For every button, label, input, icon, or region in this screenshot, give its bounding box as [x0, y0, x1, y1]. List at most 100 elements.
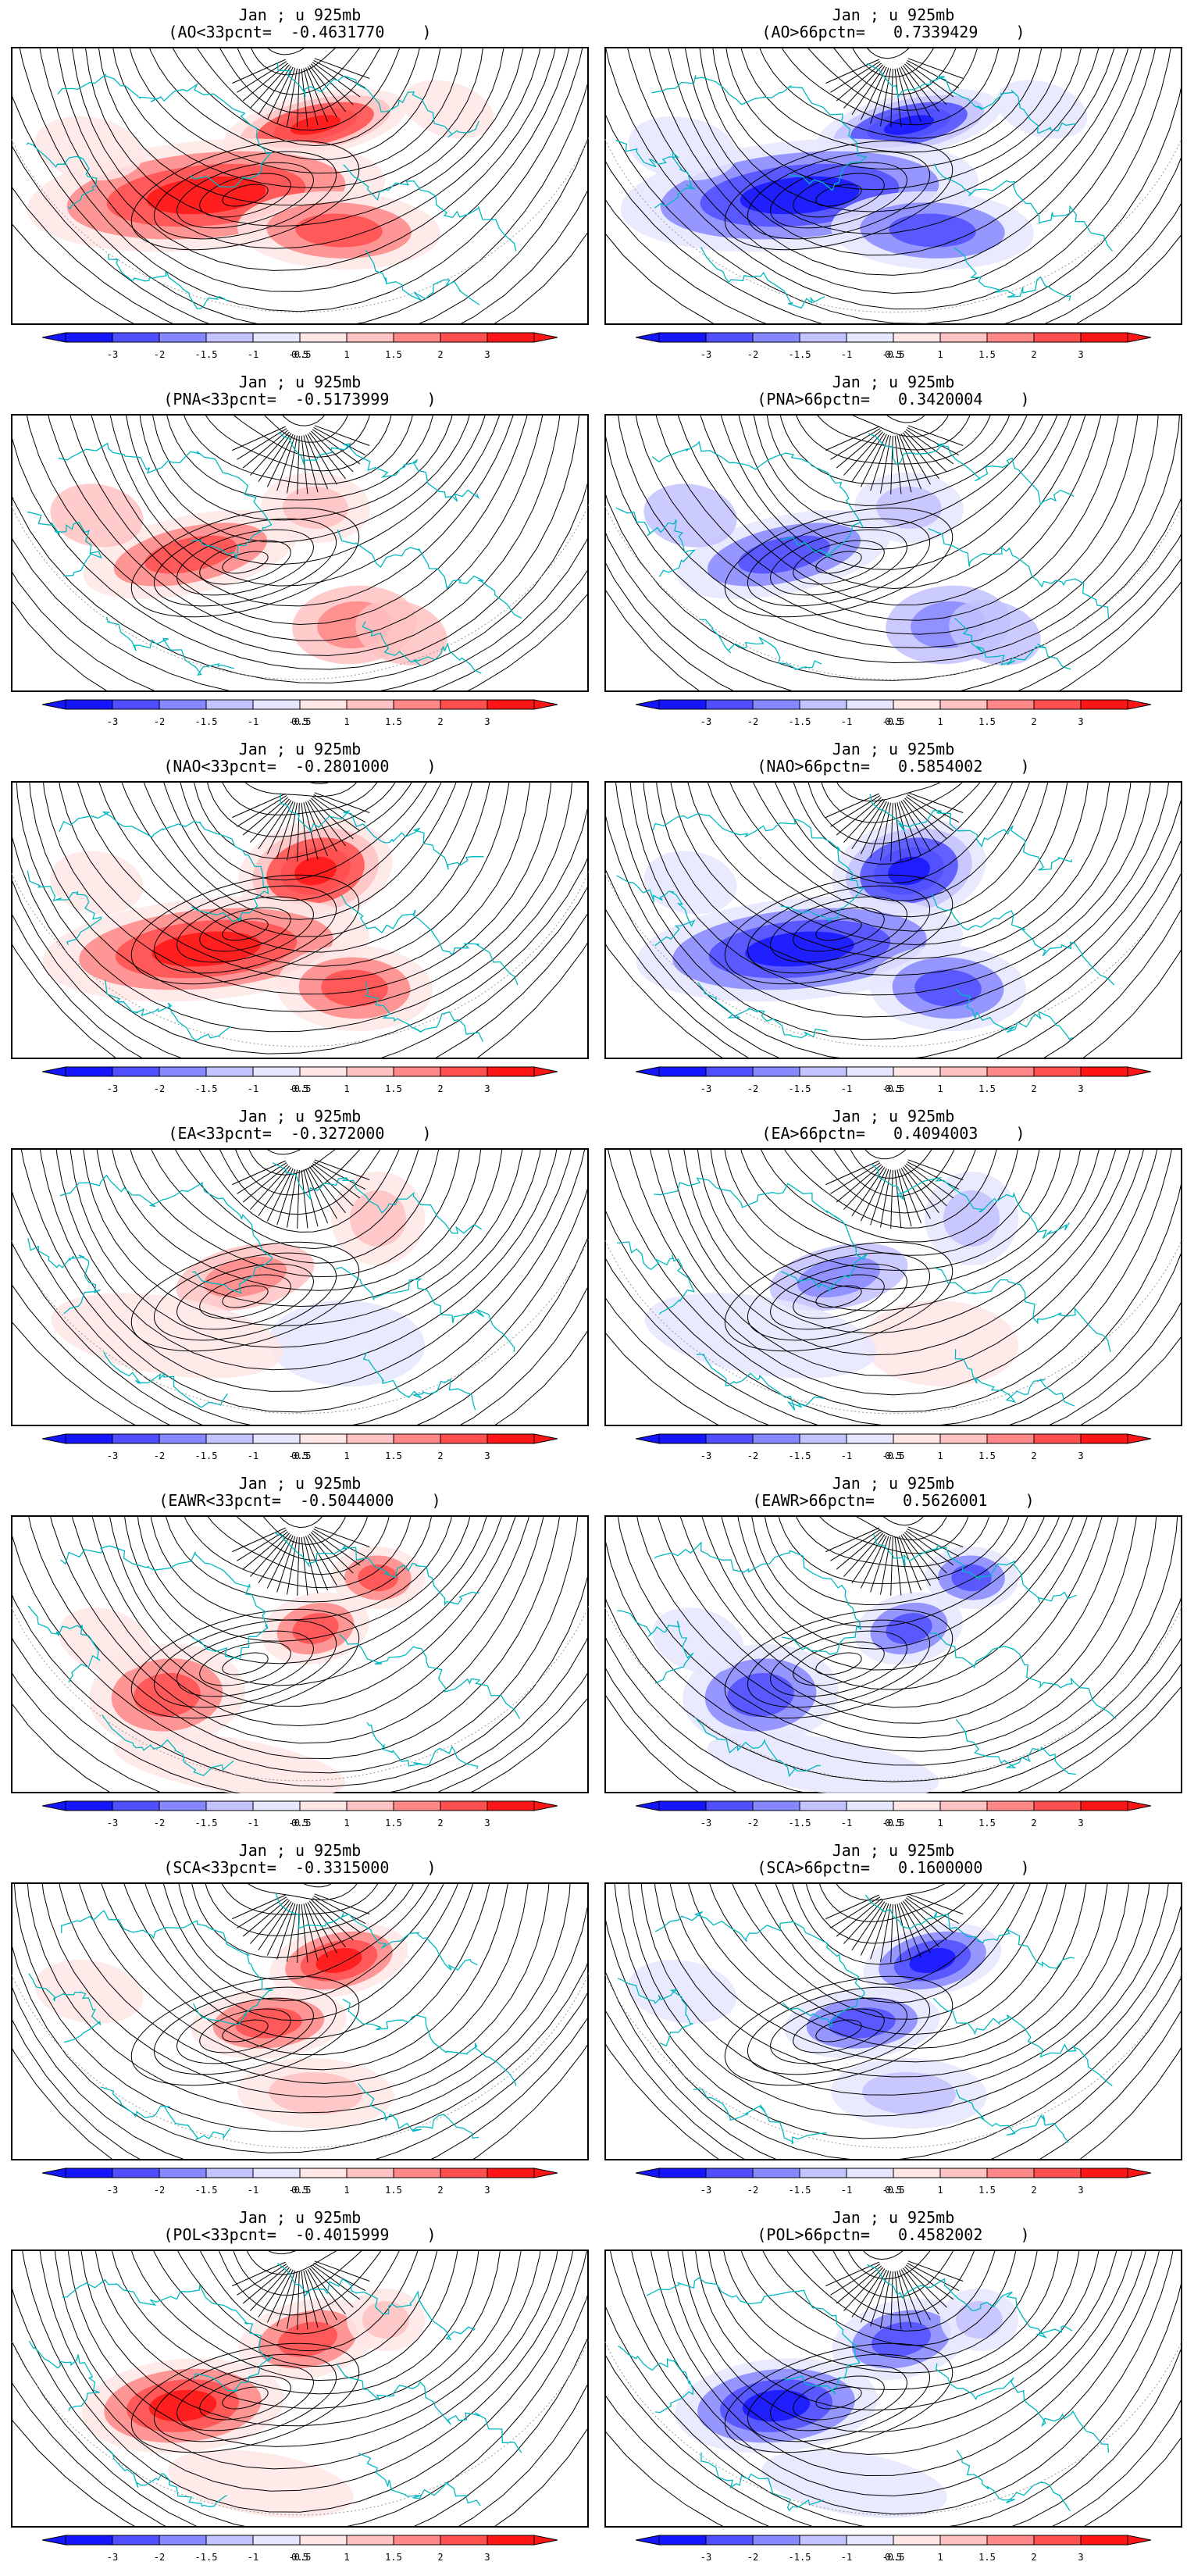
colorbar-swatch: [159, 1433, 207, 1444]
coastline: [363, 1351, 476, 1411]
colorbar: -3 -2 -1.5 -1 -0.50.5 1 1.5 2 3: [636, 1066, 1151, 1094]
streamline: [754, 1882, 1032, 2003]
streamline: [793, 173, 885, 218]
streamline: [219, 47, 381, 114]
streamline: [153, 518, 337, 607]
colorbar-arrow-low: [636, 699, 660, 710]
colorbar-arrow-high: [1127, 1800, 1151, 1811]
colorbar-tick-label: -2: [154, 349, 165, 360]
coastline: [272, 1162, 483, 1234]
colorbar-swatch: [205, 1800, 254, 1811]
colorbar-tick-label: 1.5: [385, 1083, 402, 1094]
colorbar-swatch: [846, 2535, 894, 2546]
colorbar-swatch: [658, 1433, 707, 1444]
colorbar: -3 -2 -1.5 -1 -0.50.5 1 1.5 2 3: [636, 1800, 1151, 1829]
colorbar-swatch: [112, 1800, 160, 1811]
streamline: [166, 414, 434, 501]
streamline: [694, 2250, 1100, 2411]
colorbar-tick-label: 3: [484, 1450, 490, 1461]
coastlines: [26, 62, 517, 309]
coastline: [651, 75, 868, 191]
streamline: [604, 47, 1171, 310]
streamline: [276, 2270, 296, 2327]
streamline: [242, 1531, 289, 1570]
streamline: [604, 1913, 1182, 2160]
streamline: [900, 1902, 931, 1953]
map-boundary: [604, 1971, 1182, 2149]
streamline: [760, 1148, 1019, 1243]
colorbar-swatch: [658, 332, 707, 343]
panel-title-line2: (EAWR>66pctn= 0.5626001 ): [752, 1491, 1035, 1510]
colorbar-tick-label: 1.5: [978, 349, 996, 360]
coastline: [956, 2449, 1071, 2512]
panel-title-line1: Jan ; u 925mb: [238, 2208, 362, 2227]
colorbar-tick-label: -1.5: [789, 2552, 811, 2563]
streamline: [16, 781, 589, 1033]
coastline: [59, 1174, 273, 1294]
colorbar-swatch: [893, 1433, 941, 1444]
colorbar-swatch: [658, 2167, 707, 2178]
streamline: [849, 1148, 933, 1179]
colorbar-swatch: [893, 2167, 941, 2178]
streamline: [232, 793, 286, 819]
streamline: [297, 1536, 300, 1596]
colorbar-tick-label: 1: [937, 2185, 943, 2196]
coastline: [654, 1541, 862, 1655]
coastline: [869, 794, 1072, 871]
colorbar-tick-label: 1.5: [978, 1818, 996, 1829]
coastline: [106, 616, 235, 676]
colorbar: -3 -2 -1.5 -1 -0.50.5 1 1.5 2 3: [636, 2535, 1151, 2563]
streamline: [278, 1515, 324, 1529]
panel-title-line2: (SCA<33pcnt= -0.3315000 ): [163, 1858, 437, 1877]
colorbar-tick-label: -3: [700, 349, 711, 360]
streamline: [237, 61, 287, 93]
streamline: [847, 2250, 932, 2280]
streamline: [111, 2250, 479, 2395]
streamline: [894, 1169, 902, 1229]
streamline: [234, 1515, 369, 1561]
anomaly-contour: [362, 2300, 409, 2339]
coastlines: [615, 433, 1110, 671]
streamline: [19, 47, 583, 312]
streamline: [832, 1148, 956, 1197]
streamline: [617, 414, 1159, 648]
colorbar-tick-label: -0.5: [289, 1083, 312, 1094]
streamline: [770, 896, 907, 963]
colorbar-tick-label: -1.5: [789, 349, 811, 360]
streamline: [305, 434, 329, 490]
coastlines: [616, 794, 1115, 1040]
colorbar-swatch: [393, 699, 441, 710]
colorbar-swatch: [205, 2535, 254, 2546]
colorbar-swatch: [705, 2535, 754, 2546]
coastline: [58, 442, 273, 561]
streamline: [152, 2250, 438, 2367]
streamline: [77, 781, 510, 967]
streamline: [738, 414, 1058, 551]
streamline: [176, 1263, 314, 1330]
map-boundary: [11, 1237, 589, 1415]
colorbar-tick-label: 3: [484, 2552, 490, 2563]
streamline: [153, 1252, 337, 1341]
colorbar-tick-label: 1: [937, 2552, 943, 2563]
streamline: [636, 1515, 1137, 1739]
streamline: [609, 2250, 1174, 2515]
colorbar-tick-label: -0.5: [882, 2552, 905, 2563]
colorbar-swatch: [658, 1800, 707, 1811]
panel-title-line1: Jan ; u 925mb: [238, 1841, 362, 1860]
streamline: [234, 1148, 362, 1196]
streamline: [683, 1148, 1117, 1334]
streamline: [907, 1161, 960, 1190]
streamline: [604, 1249, 1182, 1426]
map-panel: Jan ; u 925mb (NAO>66pctn= 0.5854002 ) -…: [604, 740, 1182, 1108]
streamline: [899, 2270, 922, 2325]
colorbar-swatch: [346, 699, 394, 710]
streamline: [774, 1882, 1016, 1985]
streamlines: [604, 414, 1182, 692]
streamline: [242, 1164, 289, 1203]
streamline: [708, 1882, 1068, 2035]
colorbar: -3 -2 -1.5 -1 -0.50.5 1 1.5 2 3: [42, 1800, 558, 1829]
streamline: [815, 1652, 862, 1675]
streamline: [242, 430, 289, 469]
streamline: [262, 1515, 347, 1546]
streamline: [904, 1165, 947, 1207]
